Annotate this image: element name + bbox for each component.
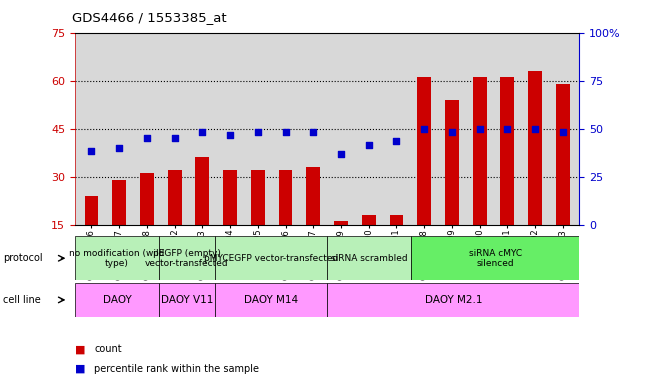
Bar xyxy=(279,170,292,225)
Text: ■: ■ xyxy=(75,364,85,374)
Point xyxy=(557,129,568,135)
Text: cell line: cell line xyxy=(3,295,41,305)
Bar xyxy=(112,180,126,225)
Bar xyxy=(85,196,98,225)
Bar xyxy=(389,215,404,225)
Text: DAOY M14: DAOY M14 xyxy=(244,295,298,305)
Point xyxy=(87,148,97,154)
Point xyxy=(281,129,291,135)
Bar xyxy=(334,222,348,225)
Bar xyxy=(445,100,459,225)
Text: percentile rank within the sample: percentile rank within the sample xyxy=(94,364,259,374)
Bar xyxy=(75,236,159,280)
Point xyxy=(447,129,457,135)
Point xyxy=(114,145,124,151)
Point xyxy=(142,135,152,141)
Point xyxy=(502,126,512,132)
Bar xyxy=(327,283,579,317)
Text: DAOY M2.1: DAOY M2.1 xyxy=(424,295,482,305)
Text: GDS4466 / 1553385_at: GDS4466 / 1553385_at xyxy=(72,12,227,25)
Bar xyxy=(251,170,265,225)
Text: ■: ■ xyxy=(75,344,85,354)
Point xyxy=(336,151,346,157)
Text: pMYCEGFP vector-transfected: pMYCEGFP vector-transfected xyxy=(204,254,338,263)
Bar xyxy=(223,170,237,225)
Bar xyxy=(307,167,320,225)
Point xyxy=(419,126,430,132)
Bar xyxy=(411,236,579,280)
Bar xyxy=(556,84,570,225)
Bar xyxy=(215,236,327,280)
Text: siRNA cMYC
silenced: siRNA cMYC silenced xyxy=(469,248,522,268)
Text: pEGFP (empty)
vector-transfected: pEGFP (empty) vector-transfected xyxy=(145,248,229,268)
Bar xyxy=(327,236,411,280)
Point xyxy=(169,135,180,141)
Point xyxy=(225,132,235,138)
Bar xyxy=(417,78,431,225)
Bar xyxy=(215,283,327,317)
Point xyxy=(197,129,208,135)
Bar xyxy=(75,283,159,317)
Bar xyxy=(140,174,154,225)
Bar xyxy=(528,71,542,225)
Bar xyxy=(159,283,215,317)
Text: no modification (wild
type): no modification (wild type) xyxy=(69,248,165,268)
Point xyxy=(475,126,485,132)
Point xyxy=(253,129,263,135)
Text: protocol: protocol xyxy=(3,253,43,263)
Text: count: count xyxy=(94,344,122,354)
Bar xyxy=(501,78,514,225)
Point xyxy=(363,142,374,148)
Bar xyxy=(195,157,210,225)
Text: DAOY: DAOY xyxy=(103,295,132,305)
Text: siRNA scrambled: siRNA scrambled xyxy=(331,254,408,263)
Point xyxy=(530,126,540,132)
Point xyxy=(391,138,402,144)
Point xyxy=(308,129,318,135)
Bar xyxy=(168,170,182,225)
Bar xyxy=(473,78,486,225)
Text: DAOY V11: DAOY V11 xyxy=(161,295,213,305)
Bar xyxy=(362,215,376,225)
Bar xyxy=(159,236,215,280)
